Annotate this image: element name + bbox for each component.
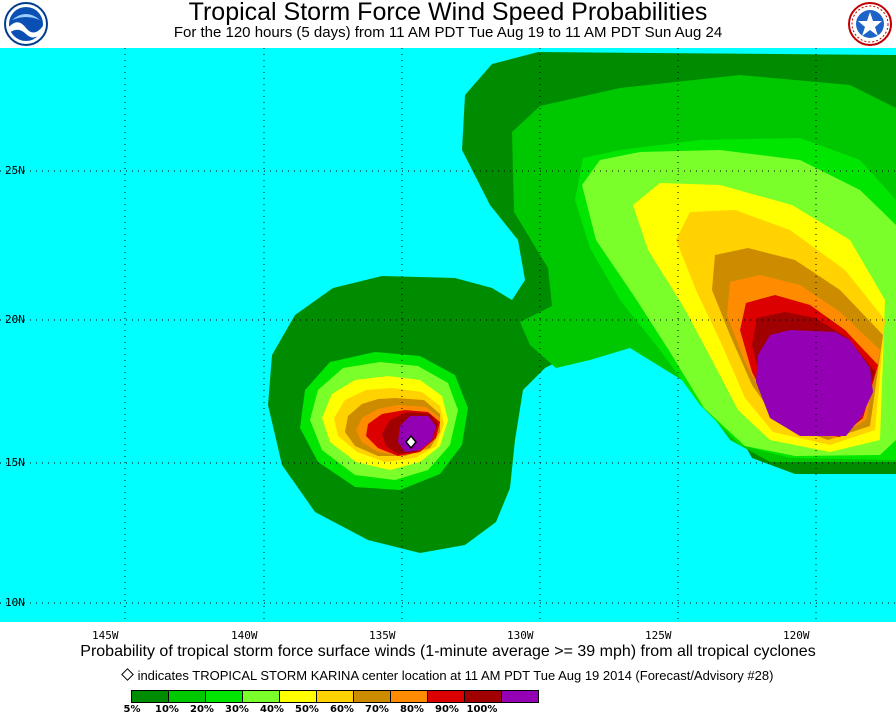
storm-center-marker-icon (405, 434, 417, 450)
map-caption: Probability of tropical storm force surf… (80, 643, 816, 660)
legend-label: 5% (123, 704, 141, 715)
lon-label-130w: 130W (507, 629, 534, 642)
lon-label-145w: 145W (92, 629, 119, 642)
lat-label-25n: 25N (5, 164, 25, 177)
lon-label-140w: 140W (231, 629, 258, 642)
legend-swatch (168, 690, 206, 703)
nws-logo-icon (848, 2, 892, 46)
legend-swatch (464, 690, 502, 703)
legend-label: 100% (466, 704, 498, 715)
page-subtitle: For the 120 hours (5 days) from 11 AM PD… (173, 24, 723, 41)
legend-swatch (390, 690, 428, 703)
western-probability-field (300, 352, 468, 490)
legend-label: 50% (295, 704, 319, 715)
legend-swatch (205, 690, 243, 703)
legend-swatch (427, 690, 465, 703)
storm-center-note-text: indicates TROPICAL STORM KARINA center l… (137, 668, 774, 683)
legend-swatch (279, 690, 317, 703)
noaa-logo-icon (4, 2, 48, 46)
legend-label: 90% (435, 704, 459, 715)
legend-label: 80% (400, 704, 424, 715)
legend-swatch (131, 690, 169, 703)
lat-label-20n: 20N (5, 313, 25, 326)
lon-label-135w: 135W (369, 629, 396, 642)
lat-label-10n: 10N (5, 596, 25, 609)
legend-label: 10% (155, 704, 179, 715)
legend-swatch (242, 690, 280, 703)
storm-center-marker-icon (120, 668, 134, 681)
lat-label-15n: 15N (5, 456, 25, 469)
legend-label: 70% (365, 704, 389, 715)
lon-label-120w: 120W (783, 629, 810, 642)
probability-map (0, 48, 896, 622)
page-title: Tropical Storm Force Wind Speed Probabil… (188, 0, 708, 26)
lon-label-125w: 125W (645, 629, 672, 642)
probability-legend (131, 690, 539, 703)
legend-label: 40% (260, 704, 284, 715)
legend-label: 30% (225, 704, 249, 715)
legend-swatch (353, 690, 391, 703)
storm-center-note: indicates TROPICAL STORM KARINA center l… (0, 668, 896, 684)
legend-swatch (501, 690, 539, 703)
legend-swatch (316, 690, 354, 703)
header: Tropical Storm Force Wind Speed Probabil… (0, 0, 896, 48)
east-contour-100 (756, 330, 873, 436)
legend-label: 60% (330, 704, 354, 715)
legend-label: 20% (190, 704, 214, 715)
